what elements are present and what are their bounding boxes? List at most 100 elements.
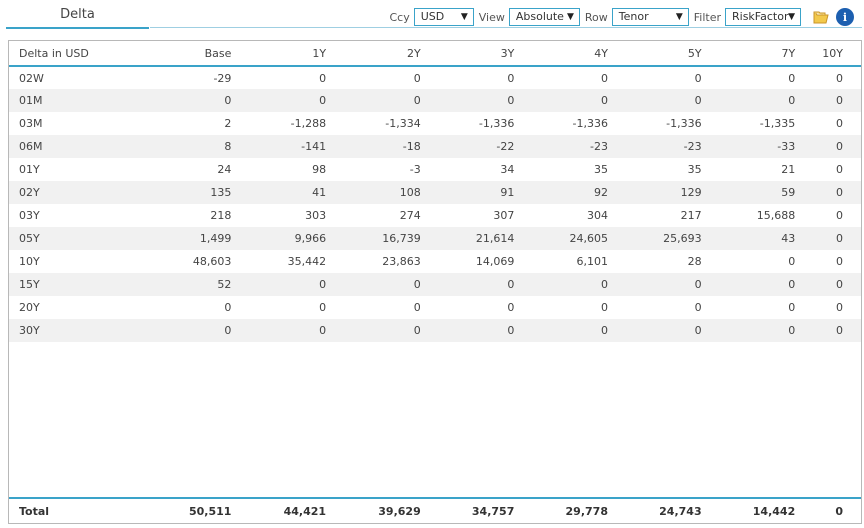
- table-cell: 0: [788, 94, 796, 107]
- chevron-down-icon: ▼: [460, 12, 468, 22]
- table-cell: 0: [836, 117, 843, 130]
- ccy-select[interactable]: USD ▼: [413, 8, 474, 26]
- table-cell: -1,336: [572, 117, 608, 130]
- table-row[interactable]: 05Y 1,499 9,966 16,739 21,614 24,605 25,693 43 0: [9, 227, 861, 250]
- row-tenor-label: 01Y: [19, 163, 40, 176]
- table-cell: 0: [319, 94, 327, 107]
- row-label: Row: [584, 10, 608, 24]
- table-row[interactable]: 03M 2 -1,288 -1,334 -1,336 -1,336 -1,336 -1,335…: [9, 112, 861, 135]
- table-cell: 21: [781, 163, 796, 176]
- table-cell: 0: [413, 324, 421, 337]
- table-cell: -1,334: [385, 117, 421, 130]
- filter-select[interactable]: RiskFactor ▼: [725, 8, 801, 26]
- table-cell: 43: [781, 232, 796, 245]
- table-cell: 0: [788, 255, 796, 268]
- column-header[interactable]: Base: [204, 46, 232, 60]
- row-tenor-label: 03Y: [19, 209, 40, 222]
- table-cell: -3: [409, 163, 421, 176]
- info-icon[interactable]: i: [836, 8, 854, 26]
- table-cell: 15,688: [756, 209, 796, 222]
- top-bar: Delta Ccy USD ▼ View Absolute ▼ Row Teno…: [0, 0, 864, 34]
- tab-delta[interactable]: Delta: [60, 7, 95, 22]
- total-cell: 44,421: [283, 504, 327, 518]
- table-cell: 0: [836, 301, 843, 314]
- table-cell: 98: [312, 163, 327, 176]
- table-cell: 0: [507, 278, 515, 291]
- total-cell: 0: [835, 504, 843, 518]
- table-row[interactable]: 30Y 0 0 0 0 0 0 0 0: [9, 319, 861, 342]
- total-cell: 14,442: [752, 504, 796, 518]
- table-cell: 0: [788, 71, 796, 85]
- row-tenor-label: 03M: [19, 117, 43, 130]
- column-header[interactable]: 7Y: [781, 46, 796, 60]
- table-cell: 0: [836, 232, 843, 245]
- table-cell: -1,336: [478, 117, 515, 130]
- ccy-label: Ccy: [389, 10, 410, 24]
- total-cell: 24,743: [659, 504, 702, 518]
- row-tenor-label: 15Y: [19, 278, 40, 291]
- table-cell: 0: [600, 71, 608, 85]
- active-tab-indicator: [6, 27, 149, 29]
- table-cell: 0: [319, 301, 327, 314]
- row-select[interactable]: Tenor ▼: [611, 8, 689, 26]
- column-header[interactable]: 10Y: [822, 46, 843, 60]
- total-label: Total: [19, 504, 50, 518]
- table-cell: 0: [600, 94, 608, 107]
- column-header[interactable]: 3Y: [500, 46, 515, 60]
- column-header-label[interactable]: Delta in USD: [19, 46, 89, 60]
- export-folder-icon[interactable]: [812, 8, 830, 26]
- table-cell: 35: [687, 163, 702, 176]
- table-cell: 6,101: [576, 255, 608, 268]
- table-cell: 0: [836, 324, 843, 337]
- view-select[interactable]: Absolute ▼: [508, 8, 580, 26]
- view-label: View: [478, 10, 505, 24]
- filter-label: Filter: [693, 10, 721, 24]
- column-header[interactable]: 5Y: [687, 46, 702, 60]
- table-row[interactable]: 02Y 135 41 108 91 92 129 59 0: [9, 181, 861, 204]
- table-cell: 0: [224, 301, 232, 314]
- table-row[interactable]: 02W -29 0 0 0 0 0 0 0: [9, 66, 861, 89]
- table-cell: 1,499: [199, 232, 232, 245]
- table-cell: 8: [224, 140, 232, 153]
- table-row[interactable]: 10Y 48,603 35,442 23,863 14,069 6,101 28 0 0: [9, 250, 861, 273]
- table-cell: 0: [788, 301, 796, 314]
- table-cell: 0: [836, 94, 843, 107]
- row-select-value: Tenor: [618, 10, 649, 23]
- table-cell: 48,603: [192, 255, 232, 268]
- column-header[interactable]: 2Y: [407, 46, 421, 60]
- table-cell: 41: [312, 186, 327, 199]
- table-total-row: Total 50,511 44,421 39,629 34,757 29,778 24,74…: [9, 499, 861, 523]
- toolbar-controls: Ccy USD ▼ View Absolute ▼ Row Tenor ▼ Fi…: [389, 6, 854, 28]
- table-cell: 0: [694, 278, 702, 291]
- table-body: 02W -29 0 0 0 0 0 0 0 01M 0 0 0 0 0 0 0 0 03M 2 -1,288 -1,334…: [9, 66, 861, 342]
- table-row[interactable]: 06M 8 -141 -18 -22 -23 -23 -33 0: [9, 135, 861, 158]
- table-cell: 0: [788, 278, 796, 291]
- table-cell: 0: [413, 71, 421, 85]
- table-cell: 24,605: [569, 232, 608, 245]
- chevron-down-icon: ▼: [788, 12, 795, 22]
- table-cell: 0: [694, 71, 702, 85]
- table-cell: 91: [500, 186, 515, 199]
- column-header[interactable]: 4Y: [594, 46, 608, 60]
- table-cell: 28: [687, 255, 702, 268]
- row-tenor-label: 02W: [19, 71, 44, 85]
- table-cell: -23: [590, 140, 608, 153]
- chevron-down-icon: ▼: [675, 12, 683, 22]
- table-cell: 0: [788, 324, 796, 337]
- table-cell: 0: [413, 278, 421, 291]
- total-cell: 39,629: [378, 504, 421, 518]
- table-cell: 35,442: [287, 255, 327, 268]
- table-cell: 0: [694, 94, 702, 107]
- table-row[interactable]: 01Y 24 98 -3 34 35 35 21 0: [9, 158, 861, 181]
- table-cell: 25,693: [663, 232, 702, 245]
- table-cell: 304: [586, 209, 608, 222]
- table-row[interactable]: 01M 0 0 0 0 0 0 0 0: [9, 89, 861, 112]
- table-row[interactable]: 20Y 0 0 0 0 0 0 0 0: [9, 296, 861, 319]
- table-cell: 16,739: [382, 232, 421, 245]
- table-cell: -29: [213, 71, 232, 85]
- table-row[interactable]: 03Y 218 303 274 307 304 217 15,688 0: [9, 204, 861, 227]
- table-row[interactable]: 15Y 52 0 0 0 0 0 0 0: [9, 273, 861, 296]
- column-header[interactable]: 1Y: [312, 46, 327, 60]
- table-cell: 0: [694, 324, 702, 337]
- table-cell: 0: [836, 255, 843, 268]
